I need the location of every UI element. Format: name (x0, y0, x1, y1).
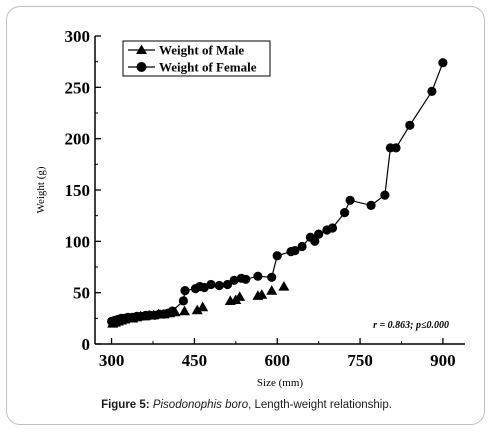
female-point (178, 296, 188, 306)
y-tick-label: 100 (65, 232, 91, 251)
female-point (391, 143, 401, 153)
x-tick-label: 750 (347, 351, 373, 370)
male-point (256, 289, 268, 299)
female-point (241, 274, 251, 284)
legend-marker-male (136, 44, 147, 54)
x-ticks: 300 450 600 750 900 (99, 338, 456, 370)
male-point (191, 304, 203, 315)
female-point (297, 241, 307, 252)
female-point (405, 120, 415, 130)
legend: Weight of Male Weight of Female (122, 40, 271, 77)
female-point (206, 279, 216, 290)
female-point (290, 246, 300, 256)
axes (94, 36, 465, 345)
x-tick-label: 900 (430, 351, 456, 370)
female-point (272, 251, 282, 261)
male-point (234, 291, 246, 301)
female-point (438, 58, 448, 68)
female-point (253, 271, 263, 281)
female-series-line (111, 62, 444, 322)
x-tick-label: 600 (264, 351, 290, 370)
legend-label-male: Weight of Male (159, 43, 244, 58)
male-point (266, 285, 278, 295)
female-point (180, 286, 190, 296)
female-point (267, 272, 277, 282)
y-tick-label: 0 (82, 335, 91, 354)
caption-label: Figure 5: (101, 399, 150, 411)
correlation-annotation: r = 0.863; p≤0.000 (373, 320, 449, 331)
male-point (197, 301, 209, 312)
x-axis-title: Size (mm) (257, 377, 303, 389)
female-point (327, 223, 338, 233)
female-point (340, 208, 350, 218)
x-tick-label: 300 (99, 351, 125, 370)
male-series-points (107, 281, 290, 328)
male-point (179, 305, 190, 316)
legend-label-female: Weight of Female (159, 60, 257, 75)
female-point (314, 229, 324, 239)
y-tick-label: 250 (65, 78, 91, 97)
male-point (169, 306, 181, 317)
legend-marker-female (136, 62, 147, 72)
x-tick-label: 450 (182, 351, 208, 370)
legend-box (122, 40, 271, 77)
y-tick-label: 200 (65, 130, 91, 149)
female-point (222, 279, 233, 290)
caption-text: , Length-weight relationship. (248, 399, 392, 411)
female-point (427, 86, 437, 96)
female-point (366, 200, 376, 210)
y-tick-label: 300 (65, 27, 91, 46)
y-ticks: 0 50 100 150 200 250 300 (65, 27, 101, 354)
female-series-points (107, 58, 448, 326)
figure-caption: Figure 5: Pisodonophis boro, Length-weig… (0, 399, 493, 411)
female-point (345, 195, 355, 205)
female-line (111, 62, 444, 322)
male-point (278, 281, 290, 291)
y-axis-title: Weight (g) (35, 166, 47, 213)
female-point (310, 236, 320, 246)
female-point (380, 190, 390, 200)
y-tick-label: 50 (73, 284, 90, 303)
female-point (229, 275, 239, 285)
female-point (214, 280, 224, 291)
y-tick-label: 150 (65, 181, 91, 200)
caption-species: Pisodonophis boro (152, 399, 249, 411)
